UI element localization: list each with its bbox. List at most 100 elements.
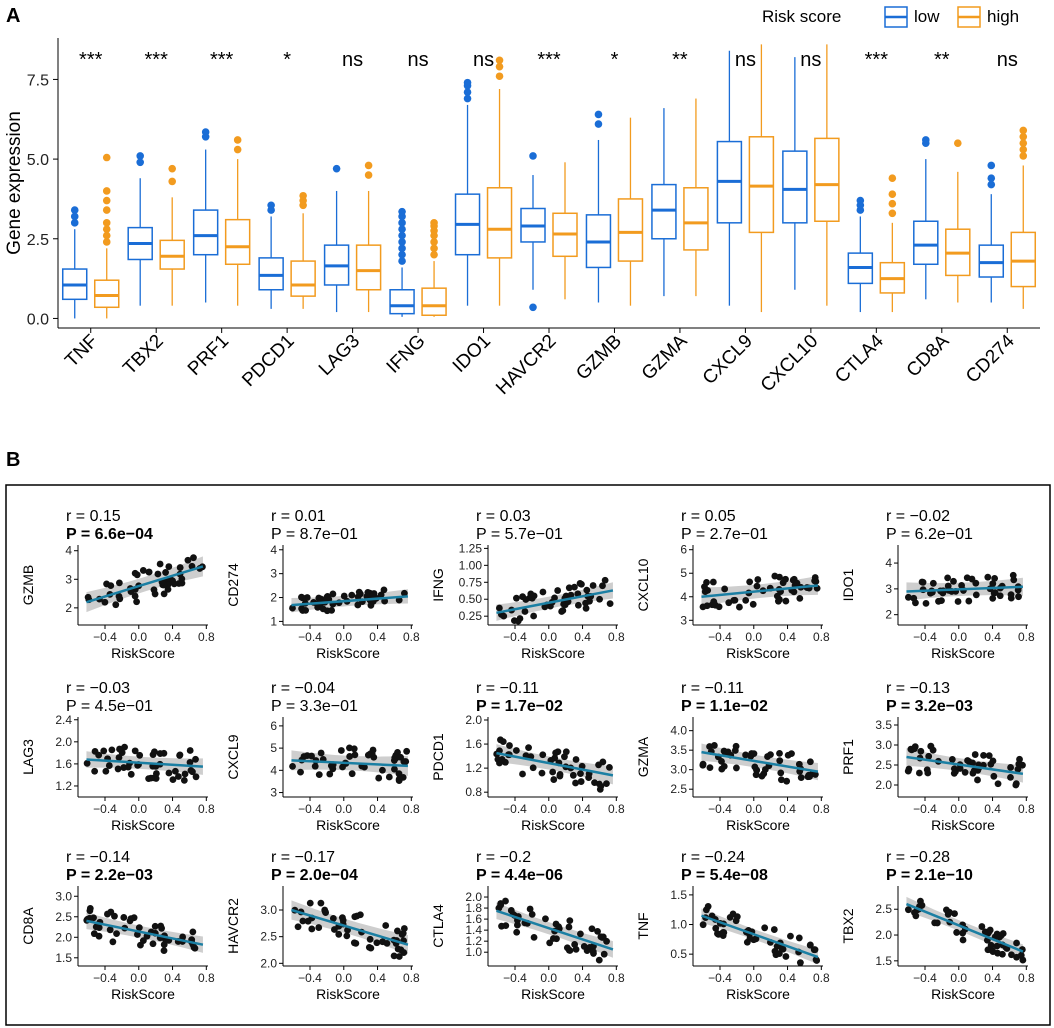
scatter-point: [120, 764, 128, 771]
box-outlier: [495, 62, 504, 71]
scatter-point: [351, 751, 359, 759]
x-tick-label: 0.0: [745, 802, 762, 816]
y-axis-title: IDO1: [840, 568, 856, 601]
box-outlier: [1019, 126, 1028, 135]
box-outlier: [495, 72, 504, 81]
y-tick-label: 3: [885, 582, 892, 596]
scatter-point: [704, 586, 712, 594]
regression-line: [86, 919, 204, 946]
scatter-point: [591, 779, 598, 787]
scatter-point: [190, 554, 197, 562]
x-tick-label: GZMA: [638, 330, 692, 384]
box-outlier: [299, 191, 307, 200]
y-tick-label: 4: [65, 544, 72, 558]
scatter-point: [147, 774, 155, 782]
scatter-point: [795, 760, 803, 768]
scatter-point: [153, 770, 160, 777]
box-outlier: [1019, 132, 1028, 141]
scatter-point: [364, 588, 372, 596]
scatter-point: [589, 582, 597, 589]
regression-line: [906, 585, 1023, 593]
y-tick-label: 3.5: [670, 743, 687, 757]
scatter-point: [795, 934, 803, 942]
scatter-point: [380, 586, 388, 594]
box-high: [683, 187, 709, 251]
correlation-r: r = −0.2: [476, 849, 531, 866]
scatter-point: [904, 767, 912, 775]
x-tick-label: 0.8: [198, 630, 215, 644]
scatter-point: [600, 950, 608, 958]
scatter-point: [151, 748, 158, 756]
x-tick-label: 0.4: [369, 630, 386, 644]
correlation-p: P = 8.7e−01: [271, 526, 358, 543]
x-tick-label: 0.4: [369, 971, 386, 985]
x-tick-label: 0.8: [1018, 971, 1035, 985]
correlation-p: P = 5.4e−08: [681, 867, 768, 884]
scatter-point: [904, 593, 912, 601]
box-high: [617, 198, 644, 262]
scatter-point: [289, 762, 296, 770]
scatter-point: [991, 589, 999, 597]
y-tick-label: 0.75: [459, 575, 483, 589]
correlation-p: P = 5.7e−01: [476, 526, 563, 543]
box-outlier: [398, 250, 406, 259]
box-low: [782, 150, 808, 224]
y-tick-label: 2.5: [875, 758, 892, 772]
box-outlier: [102, 219, 111, 227]
scatter-point: [796, 959, 804, 967]
scatter-point: [184, 556, 192, 564]
scatter-point: [390, 952, 398, 960]
scatter-point: [929, 579, 937, 587]
scatter-point: [910, 594, 918, 602]
scatter-point: [379, 766, 386, 774]
scatter-point: [790, 588, 798, 596]
correlation-p: P = 4.4e−06: [476, 867, 563, 884]
x-tick-label: −0.4: [93, 630, 117, 644]
scatter-point: [985, 752, 993, 760]
x-tick-label: −0.4: [503, 802, 527, 816]
scatter-point: [104, 910, 111, 918]
box-outlier: [529, 152, 537, 160]
box-outlier: [888, 209, 897, 218]
scatter-point: [108, 746, 116, 754]
x-tick-label: 0.4: [164, 630, 181, 644]
y-axis-title: PRF1: [840, 739, 856, 775]
scatter-point: [115, 754, 123, 761]
scatter-point: [326, 770, 334, 778]
scatter-point: [114, 765, 122, 773]
scatter-point: [566, 917, 574, 925]
scatter-point: [526, 905, 534, 913]
scatter-point: [394, 927, 401, 935]
scatter-point: [157, 922, 165, 930]
scatter-point: [311, 762, 319, 770]
scatter-point: [746, 578, 754, 586]
scatter-point: [179, 933, 187, 941]
scatter-point: [329, 590, 337, 598]
scatter-point: [783, 777, 791, 785]
scatter-point: [139, 567, 147, 574]
scatter-point: [383, 939, 391, 947]
scatter-point: [355, 588, 363, 596]
scatter-point: [120, 914, 128, 921]
scatter-point: [578, 580, 585, 588]
scatter-point: [1008, 951, 1015, 959]
scatter-point: [710, 598, 718, 606]
y-tick-label: 3.0: [55, 889, 72, 903]
scatter-point: [704, 903, 712, 910]
x-tick-label: 0.4: [164, 971, 181, 985]
y-tick-label: 0.8: [465, 785, 482, 799]
scatter-tnf: r = −0.24P = 5.4e−08 0.5 1.0 1.5 −0.4 0.0 0.4 0…: [635, 849, 830, 1002]
y-tick-label: 3.0: [875, 738, 892, 752]
scatter-point: [506, 742, 513, 749]
x-tick-label: 0.4: [779, 971, 796, 985]
box-high: [93, 279, 120, 309]
scatter-point: [306, 899, 314, 907]
scatter-point: [377, 591, 385, 599]
correlation-r: r = −0.13: [886, 680, 950, 697]
y-tick-label: 1.25: [459, 541, 483, 555]
scatter-point: [314, 603, 322, 611]
y-tick-label: 1.00: [459, 558, 483, 572]
scatter-point: [176, 564, 184, 571]
scatter-point: [597, 782, 605, 790]
panel-b-frame: [5, 484, 1051, 1026]
